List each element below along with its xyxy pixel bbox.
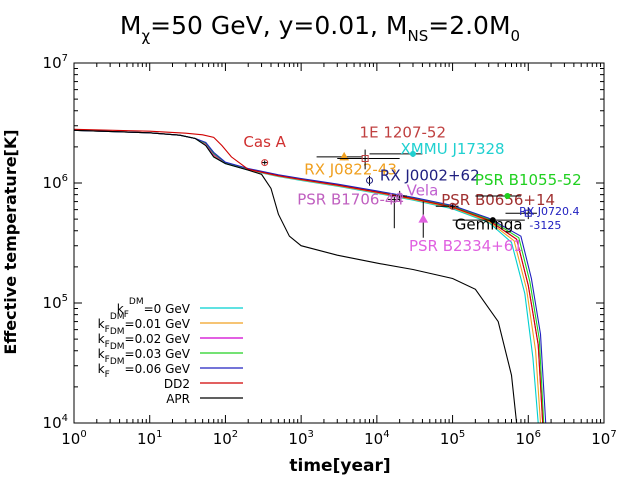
y-axis-label: Effective temperature[K] [1, 129, 20, 354]
observation-label: RX J0822-43 [304, 160, 397, 178]
y-tick-label: 107 [43, 53, 68, 72]
plot-frame [73, 62, 605, 424]
x-axis-label: time[year] [289, 456, 390, 476]
observation-8: PSR B1055-52 [475, 171, 582, 199]
x-tick-label: 102 [213, 429, 238, 448]
observation-marker [418, 214, 429, 223]
observation-1: RX J0822-43 [304, 151, 397, 178]
legend-label-4: kFDM=0.06 GeV [98, 357, 191, 380]
title-subscript: χ [142, 27, 151, 45]
legend-label-6: APR [166, 392, 190, 406]
observation-label: 1E 1207-52 [360, 123, 446, 141]
legend-label-2: kFDM=0.02 GeV [98, 327, 191, 350]
series-line-6 [73, 129, 518, 424]
title-text: M [120, 11, 142, 40]
series-layer [73, 128, 547, 424]
observation-3: XMMU J17328 [369, 140, 505, 158]
x-tick-label: 103 [288, 429, 313, 448]
legend-label-1: kFDM=0.01 GeV [98, 312, 191, 335]
observation-marker [361, 155, 369, 163]
y-tick-label: 104 [43, 413, 68, 432]
legend-label-5: DD2 [164, 377, 190, 391]
observation-label: Geminga [455, 215, 523, 233]
observation-label: PSR B0656+14 [441, 191, 555, 209]
observation-marker [504, 192, 511, 199]
x-tick-label: 104 [364, 429, 389, 448]
observation-0: Cas A [243, 133, 287, 167]
observation-label: PSR B2334+61 [409, 237, 523, 255]
observation-5: Vela [390, 181, 439, 202]
title-text: =50 GeV, y=0.01, M [150, 11, 407, 40]
observation-11: PSR B2334+61 [409, 201, 523, 255]
x-tick-label: 107 [591, 429, 616, 448]
observation-marker [489, 217, 496, 224]
observation-marker [261, 159, 269, 167]
observation-label: XMMU J17328 [401, 140, 505, 158]
observation-label: PSR B1706-44 [297, 191, 404, 209]
observation-4: RX J0002+62 [366, 166, 480, 186]
x-tick-label: 105 [440, 429, 465, 448]
observation-6: PSR B1706-44 [297, 191, 404, 229]
x-tick-label: 106 [516, 429, 541, 448]
x-tick-label: 101 [137, 429, 162, 448]
title-subscript: NS [408, 27, 429, 45]
observation-label: PSR B1055-52 [475, 171, 582, 189]
observation-label: Cas A [243, 133, 286, 151]
axes: 100 101 102 103 104 105 106 107 104 105 106 107 [43, 53, 617, 448]
legend-label-3: kFDM=0.03 GeV [98, 342, 191, 365]
y-tick-label: 106 [43, 173, 68, 192]
title-subscript: 0 [511, 27, 521, 45]
observation-marker [366, 176, 374, 184]
observation-label: Vela [407, 181, 439, 199]
title-text: =2.0M [428, 11, 510, 40]
y-tick-label: 105 [43, 293, 68, 312]
observation-label: RX J0002+62 [380, 166, 480, 184]
series-line-5 [73, 128, 544, 424]
chart-title: Mχ=50 GeV, y=0.01, MNS=2.0M0 [120, 11, 520, 45]
observation-10: Geminga [452, 215, 525, 233]
observation-marker [524, 209, 532, 217]
observation-marker [390, 195, 398, 203]
observation-2: 1E 1207-52 [337, 123, 446, 170]
observation-marker [409, 150, 416, 157]
observation-7: PSR B0656+14 [435, 191, 555, 210]
observation-9: RX J0720.4 -3125 [505, 205, 580, 232]
observation-label: RX J0720.4 -3125 [519, 205, 579, 232]
legend-label-0: kFDM=0 GeV [117, 297, 191, 320]
x-tick-label: 100 [61, 429, 86, 448]
observation-marker [449, 202, 457, 210]
